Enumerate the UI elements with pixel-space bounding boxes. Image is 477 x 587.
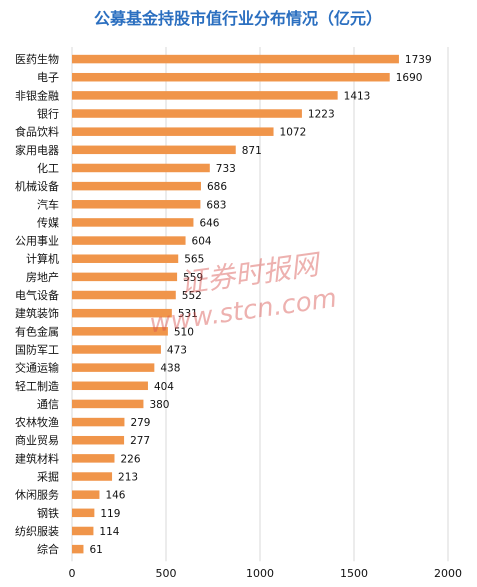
category-label: 传媒 <box>37 216 59 229</box>
bar <box>72 72 390 82</box>
value-label: 277 <box>130 435 150 447</box>
bar <box>72 54 399 64</box>
value-label: 380 <box>149 399 169 411</box>
category-label: 轻工制造 <box>15 379 59 393</box>
bar <box>72 381 148 391</box>
bar <box>72 417 125 427</box>
bar <box>72 254 179 263</box>
category-labels: 医药生物电子非银金融银行食品饮料家用电器化工机械设备汽车传媒公用事业计算机房地产… <box>15 52 59 556</box>
value-label: 226 <box>120 453 140 465</box>
category-label: 公用事业 <box>15 235 59 248</box>
value-label: 473 <box>167 344 187 356</box>
bar <box>72 544 84 554</box>
x-tick-label: 500 <box>156 567 177 580</box>
category-label: 化工 <box>37 161 59 175</box>
bar <box>72 272 178 282</box>
bar <box>72 435 125 445</box>
bars <box>72 54 399 554</box>
x-tick-label: 2000 <box>434 567 462 580</box>
category-label: 银行 <box>37 107 59 121</box>
bar <box>72 363 155 372</box>
value-label: 1413 <box>344 90 371 102</box>
category-label: 建筑装饰 <box>15 306 59 320</box>
value-label: 686 <box>207 181 227 193</box>
x-tick-label: 0 <box>69 567 76 580</box>
bar <box>72 399 144 409</box>
value-label: 565 <box>184 254 204 266</box>
bar <box>72 109 302 118</box>
x-axis-tick-labels: 0 500 1000 1500 2000 <box>69 567 463 580</box>
category-label: 纺织服装 <box>15 524 59 538</box>
bar <box>72 490 100 499</box>
category-label: 建筑材料 <box>15 451 59 465</box>
category-label: 食品饮料 <box>15 125 59 139</box>
value-label: 1739 <box>405 54 432 66</box>
value-label: 438 <box>160 363 180 375</box>
bar <box>72 218 194 227</box>
x-tick-label: 1000 <box>246 567 274 580</box>
bar <box>72 308 172 318</box>
category-label: 房地产 <box>26 270 59 284</box>
value-label: 1072 <box>280 127 307 139</box>
value-label: 146 <box>105 490 125 502</box>
bar <box>72 472 113 481</box>
value-label: 1223 <box>308 109 335 121</box>
category-label: 非银金融 <box>15 88 59 102</box>
category-label: 钢铁 <box>37 507 59 520</box>
value-label: 559 <box>183 272 203 284</box>
bar <box>72 327 168 336</box>
category-label: 休闲服务 <box>15 488 59 502</box>
category-label: 综合 <box>37 542 59 556</box>
value-label: 119 <box>100 508 120 520</box>
category-label: 通信 <box>37 398 59 411</box>
category-label: 汽车 <box>37 197 59 211</box>
watermark-line2: www.stcn.com <box>148 283 339 339</box>
category-label: 医药生物 <box>15 52 59 66</box>
value-label: 871 <box>242 145 262 157</box>
value-label: 510 <box>174 326 194 338</box>
value-label: 1690 <box>396 72 423 84</box>
category-label: 电子 <box>37 71 59 84</box>
category-label: 商业贸易 <box>15 433 59 447</box>
bar <box>72 526 94 536</box>
value-label: 646 <box>199 217 219 229</box>
category-label: 家用电器 <box>15 143 59 157</box>
category-label: 交通运输 <box>15 361 59 375</box>
bar <box>72 127 274 136</box>
chart-title: 公募基金持股市值行业分布情况（亿元） <box>94 9 382 28</box>
bar <box>72 91 338 100</box>
category-label: 农林牧渔 <box>15 415 59 429</box>
bar <box>72 236 186 245</box>
category-label: 机械设备 <box>15 179 59 193</box>
category-label: 采掘 <box>37 470 59 484</box>
value-label: 404 <box>154 381 174 393</box>
category-label: 电气设备 <box>15 288 59 302</box>
value-label: 683 <box>206 199 226 211</box>
value-label: 61 <box>89 544 102 556</box>
category-label: 国防军工 <box>15 342 59 356</box>
bar <box>72 454 115 463</box>
bar <box>72 345 161 354</box>
bar <box>72 163 210 173</box>
x-tick-label: 1500 <box>340 567 368 580</box>
bar <box>72 200 201 209</box>
bar <box>72 145 236 155</box>
value-label: 552 <box>182 290 202 302</box>
value-label: 279 <box>130 417 150 429</box>
value-label: 531 <box>178 308 198 320</box>
value-label: 213 <box>118 472 138 484</box>
value-label: 733 <box>216 163 236 175</box>
category-label: 计算机 <box>26 252 59 266</box>
bar <box>72 290 176 300</box>
value-label: 114 <box>99 526 119 538</box>
value-label: 604 <box>192 236 212 248</box>
bar <box>72 508 95 518</box>
category-label: 有色金属 <box>15 324 59 338</box>
bar <box>72 181 201 191</box>
